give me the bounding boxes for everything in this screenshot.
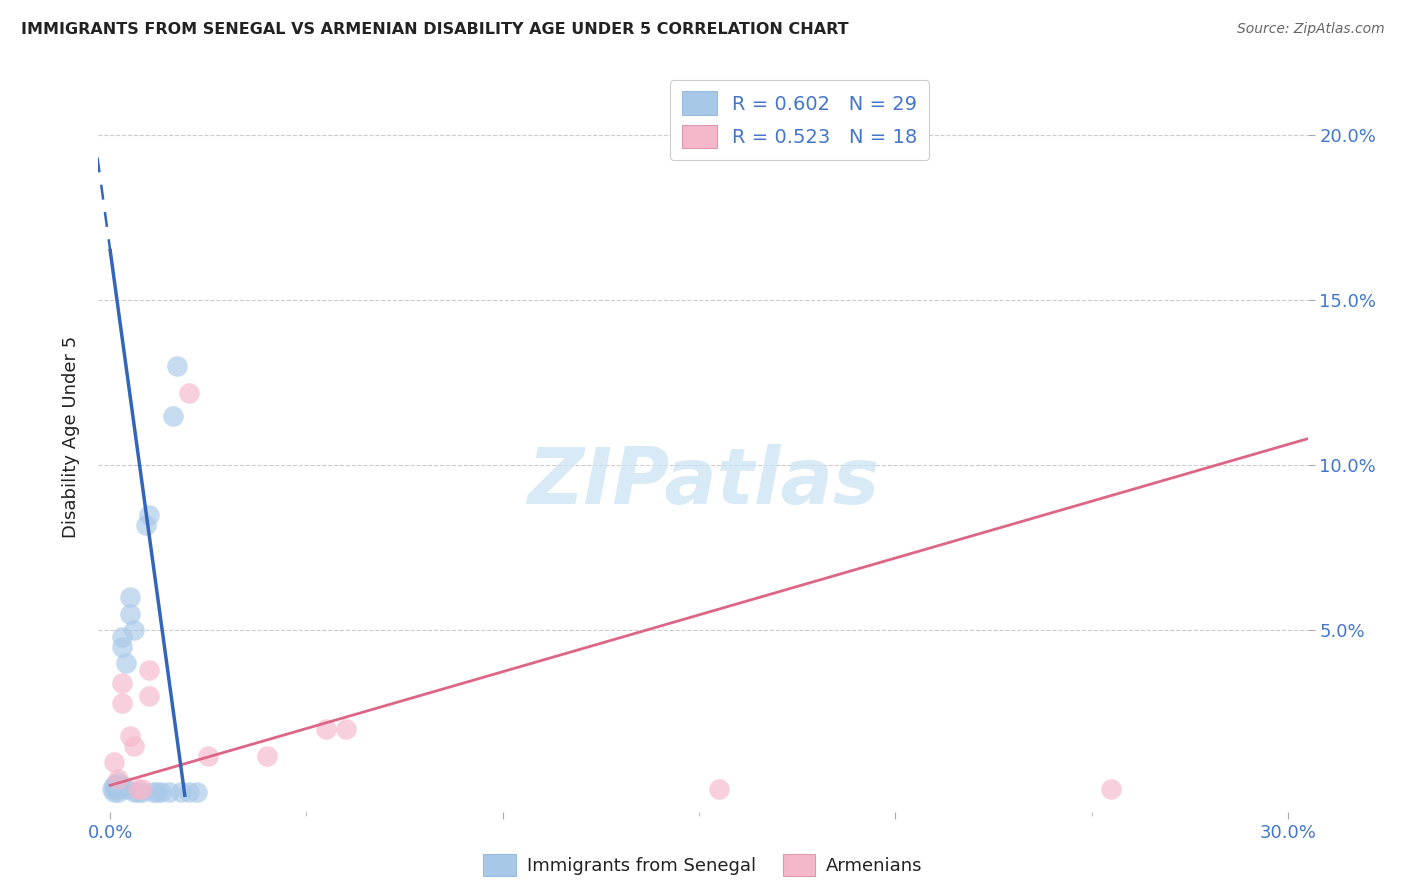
Point	[186, 785, 208, 799]
Text: IMMIGRANTS FROM SENEGAL VS ARMENIAN DISABILITY AGE UNDER 5 CORRELATION CHART: IMMIGRANTS FROM SENEGAL VS ARMENIAN DISA…	[21, 22, 849, 37]
Point	[707, 781, 730, 796]
Point	[103, 778, 125, 792]
Legend: R = 0.602   N = 29, R = 0.523   N = 18: R = 0.602 N = 29, R = 0.523 N = 18	[671, 79, 929, 161]
Point	[138, 508, 160, 522]
Point	[127, 785, 149, 799]
Point	[166, 359, 188, 373]
Point	[111, 630, 134, 644]
Point	[107, 781, 129, 796]
Point	[118, 729, 141, 743]
Point	[131, 785, 153, 799]
Text: Source: ZipAtlas.com: Source: ZipAtlas.com	[1237, 22, 1385, 37]
Point	[118, 590, 141, 604]
Point	[115, 781, 138, 796]
Point	[146, 785, 169, 799]
Point	[138, 663, 160, 677]
Point	[107, 775, 129, 789]
Point	[177, 385, 200, 400]
Point	[101, 781, 124, 796]
Point	[111, 640, 134, 654]
Point	[162, 409, 184, 423]
Point	[256, 748, 278, 763]
Point	[177, 785, 200, 799]
Point	[197, 748, 219, 763]
Point	[131, 781, 153, 796]
Legend: Immigrants from Senegal, Armenians: Immigrants from Senegal, Armenians	[477, 847, 929, 883]
Point	[315, 722, 337, 736]
Point	[170, 785, 193, 799]
Point	[107, 785, 129, 799]
Point	[115, 656, 138, 670]
Point	[111, 696, 134, 710]
Point	[111, 778, 134, 792]
Point	[135, 517, 157, 532]
Text: ZIPatlas: ZIPatlas	[527, 444, 879, 520]
Point	[105, 778, 128, 792]
Point	[142, 785, 165, 799]
Y-axis label: Disability Age Under 5: Disability Age Under 5	[62, 336, 80, 538]
Point	[884, 105, 907, 120]
Point	[150, 785, 173, 799]
Point	[122, 739, 145, 753]
Point	[118, 607, 141, 621]
Point	[103, 755, 125, 769]
Point	[127, 781, 149, 796]
Point	[103, 785, 125, 799]
Point	[122, 623, 145, 637]
Point	[335, 722, 357, 736]
Point	[138, 689, 160, 703]
Point	[111, 676, 134, 690]
Point	[107, 772, 129, 786]
Point	[157, 785, 180, 799]
Point	[122, 785, 145, 799]
Point	[1099, 781, 1122, 796]
